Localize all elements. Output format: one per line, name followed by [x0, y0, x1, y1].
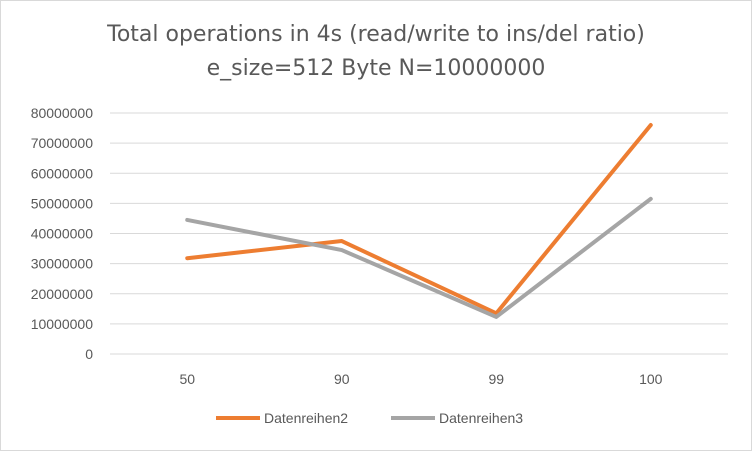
- legend-label-Datenreihen3: Datenreihen3: [439, 410, 523, 426]
- y-tick-label: 70000000: [31, 135, 94, 151]
- data-point-Datenreihen3: [495, 316, 497, 318]
- chart-title-line1: Total operations in 4s (read/write to in…: [107, 22, 645, 47]
- data-point-Datenreihen3: [341, 249, 343, 251]
- chart-title: Total operations in 4s (read/write to in…: [0, 18, 752, 86]
- data-point-Datenreihen2: [186, 257, 188, 259]
- y-tick-label: 80000000: [31, 105, 94, 121]
- y-tick-label: 30000000: [31, 256, 94, 272]
- chart-subtitle: e_size=512 Byte N=10000000: [206, 56, 546, 81]
- y-tick-label: 50000000: [31, 195, 94, 211]
- y-tick-label: 0: [85, 346, 93, 362]
- legend: Datenreihen2 Datenreihen3: [216, 410, 523, 426]
- series-line-Datenreihen2: [185, 123, 653, 316]
- data-point-Datenreihen2: [495, 312, 497, 314]
- series-line-Datenreihen3: [185, 196, 653, 319]
- y-tick-label: 40000000: [31, 226, 94, 242]
- y-tick-label: 10000000: [31, 316, 94, 332]
- data-point-Datenreihen3: [650, 198, 652, 200]
- x-tick-label: 90: [334, 371, 350, 387]
- series-lines: [185, 123, 653, 319]
- data-point-Datenreihen2: [650, 124, 652, 126]
- x-tick-label: 50: [179, 371, 195, 387]
- x-axis-ticks: 50 90 99 100: [179, 371, 662, 387]
- y-tick-label: 20000000: [31, 286, 94, 302]
- legend-label-Datenreihen2: Datenreihen2: [264, 410, 348, 426]
- gridlines: [110, 112, 728, 355]
- x-tick-label: 100: [639, 371, 663, 387]
- x-tick-label: 99: [488, 371, 504, 387]
- y-axis-ticks: 0 10000000 20000000 30000000 40000000 5000000…: [31, 105, 94, 362]
- data-point-Datenreihen2: [341, 240, 343, 242]
- data-point-Datenreihen3: [186, 219, 188, 221]
- y-tick-label: 60000000: [31, 165, 94, 181]
